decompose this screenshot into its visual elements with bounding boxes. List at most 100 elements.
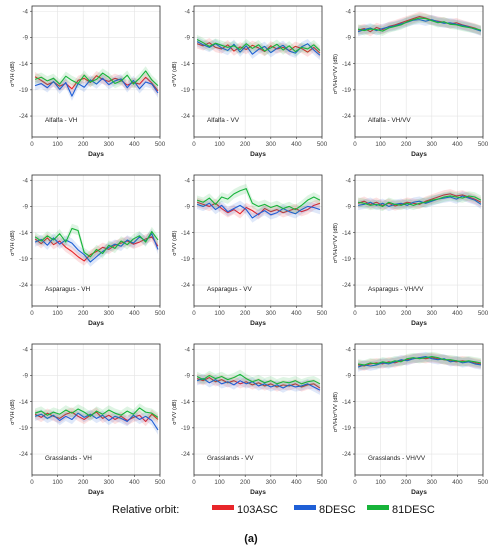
series-line-8DESC — [34, 77, 159, 97]
y-tick-label: -19 — [181, 256, 191, 263]
x-tick-label: 300 — [266, 310, 277, 317]
y-tick-label: -9 — [345, 35, 351, 42]
chart-panel: -4 -9 -14 -19 -24 0 100 200 300 400 500 Days σ⁰VH (d… — [9, 174, 166, 327]
x-tick-label: 100 — [52, 479, 63, 486]
plot-border — [31, 343, 161, 476]
series-line-81DESC — [34, 407, 159, 418]
series-band-8DESC — [35, 73, 158, 101]
x-tick-label: 200 — [401, 310, 412, 317]
plot-border — [354, 5, 484, 138]
y-axis-title: σ⁰VH/σ⁰VV (dB) — [332, 54, 339, 94]
plot-area — [32, 6, 160, 137]
chart-panel: -4 -9 -14 -19 -24 0 100 200 300 400 500 Days σ⁰VH (d… — [9, 5, 166, 158]
series-band-8DESC — [197, 36, 320, 60]
x-tick-label: 0 — [192, 141, 196, 148]
series-line-8DESC — [196, 202, 321, 219]
y-axis-title: σ⁰VH/σ⁰VV (dB) — [332, 392, 339, 432]
x-tick-label: 500 — [478, 141, 489, 148]
series-line-8DESC — [34, 233, 159, 263]
y-tick-label: -9 — [184, 204, 190, 211]
series-band-81DESC — [358, 13, 481, 36]
y-tick-label: -14 — [342, 230, 352, 237]
y-tick-label: -14 — [181, 230, 191, 237]
x-tick-label: 500 — [155, 479, 166, 486]
legend: Relative orbit: 103ASC 8DESC 81DESC — [112, 504, 435, 516]
plot-area — [355, 344, 483, 475]
plot-area — [194, 344, 322, 475]
chart-panel: -4 -9 -14 -19 -24 0 100 200 300 400 500 Days σ⁰VH/σ⁰… — [332, 174, 489, 327]
legend-label: 8DESC — [319, 504, 356, 516]
x-tick-label: 500 — [317, 310, 328, 317]
x-tick-label: 300 — [266, 141, 277, 148]
x-axis-title: Days — [250, 320, 266, 327]
series-line-103ASC — [357, 193, 482, 207]
y-tick-label: -9 — [184, 373, 190, 380]
y-tick-label: -24 — [181, 113, 191, 120]
y-axis-title: σ⁰VH (dB) — [9, 61, 16, 87]
x-tick-label: 100 — [214, 479, 225, 486]
y-axis-title: σ⁰VV (dB) — [171, 399, 178, 424]
series-band-81DESC — [358, 351, 481, 370]
figure-caption: (a) — [244, 533, 258, 545]
y-tick-label: -19 — [181, 425, 191, 432]
x-tick-label: 100 — [214, 310, 225, 317]
chart-panel: -4 -9 -14 -19 -24 0 100 200 300 400 500 Days σ⁰VH/σ⁰… — [332, 343, 489, 496]
x-axis-title: Days — [250, 151, 266, 158]
y-axis-title: σ⁰VH (dB) — [9, 399, 16, 425]
x-tick-label: 300 — [104, 141, 115, 148]
y-tick-label: -14 — [181, 399, 191, 406]
series-band-81DESC — [35, 223, 158, 262]
y-tick-label: -24 — [342, 113, 352, 120]
series-band-8DESC — [358, 351, 481, 372]
plot-border — [354, 174, 484, 307]
x-tick-label: 300 — [427, 141, 438, 148]
x-tick-label: 400 — [129, 141, 140, 148]
series-band-103ASC — [35, 70, 158, 96]
series-line-8DESC — [196, 378, 321, 391]
x-tick-label: 200 — [78, 310, 89, 317]
y-axis-title: σ⁰VV (dB) — [171, 61, 178, 86]
legend-label: 81DESC — [392, 504, 435, 516]
legend-swatch-103ASC — [212, 505, 234, 510]
y-tick-label: -4 — [184, 346, 190, 353]
y-tick-label: -4 — [22, 346, 28, 353]
x-tick-label: 400 — [452, 479, 463, 486]
x-tick-label: 200 — [401, 141, 412, 148]
series-line-103ASC — [357, 15, 482, 33]
y-axis-title: σ⁰VH/σ⁰VV (dB) — [332, 223, 339, 263]
legend-label: 103ASC — [237, 504, 278, 516]
series-line-81DESC — [34, 227, 159, 258]
panel-annotation: Alfalfa - VH — [45, 117, 78, 124]
panel-annotation: Asparagus - VH — [45, 286, 90, 293]
x-tick-label: 500 — [478, 479, 489, 486]
plot-area — [194, 6, 322, 137]
series-line-103ASC — [34, 236, 159, 262]
y-tick-label: -14 — [342, 61, 352, 68]
x-axis-title: Days — [411, 320, 427, 327]
y-tick-label: -24 — [19, 451, 29, 458]
series-band-8DESC — [358, 14, 481, 37]
x-tick-label: 200 — [240, 479, 251, 486]
panel-annotation: Asparagus - VV — [207, 286, 252, 293]
x-tick-label: 400 — [452, 141, 463, 148]
series-line-103ASC — [196, 42, 321, 54]
y-tick-label: -14 — [19, 61, 29, 68]
x-tick-label: 0 — [353, 310, 357, 317]
x-tick-label: 200 — [240, 141, 251, 148]
y-tick-label: -19 — [342, 256, 352, 263]
y-tick-label: -9 — [22, 373, 28, 380]
panel-annotation: Grasslands - VH — [45, 455, 92, 462]
x-tick-label: 400 — [452, 310, 463, 317]
chart-panel: -4 -9 -14 -19 -24 0 100 200 300 400 500 Days σ⁰VV (d… — [171, 343, 328, 496]
y-tick-label: -4 — [184, 8, 190, 15]
series-band-81DESC — [35, 403, 158, 423]
y-tick-label: -14 — [181, 61, 191, 68]
x-tick-label: 300 — [427, 310, 438, 317]
x-tick-label: 200 — [401, 479, 412, 486]
y-tick-label: -24 — [342, 282, 352, 289]
y-tick-label: -4 — [184, 177, 190, 184]
x-tick-label: 300 — [104, 479, 115, 486]
y-tick-label: -4 — [345, 346, 351, 353]
x-tick-label: 0 — [30, 141, 34, 148]
x-tick-label: 500 — [317, 141, 328, 148]
